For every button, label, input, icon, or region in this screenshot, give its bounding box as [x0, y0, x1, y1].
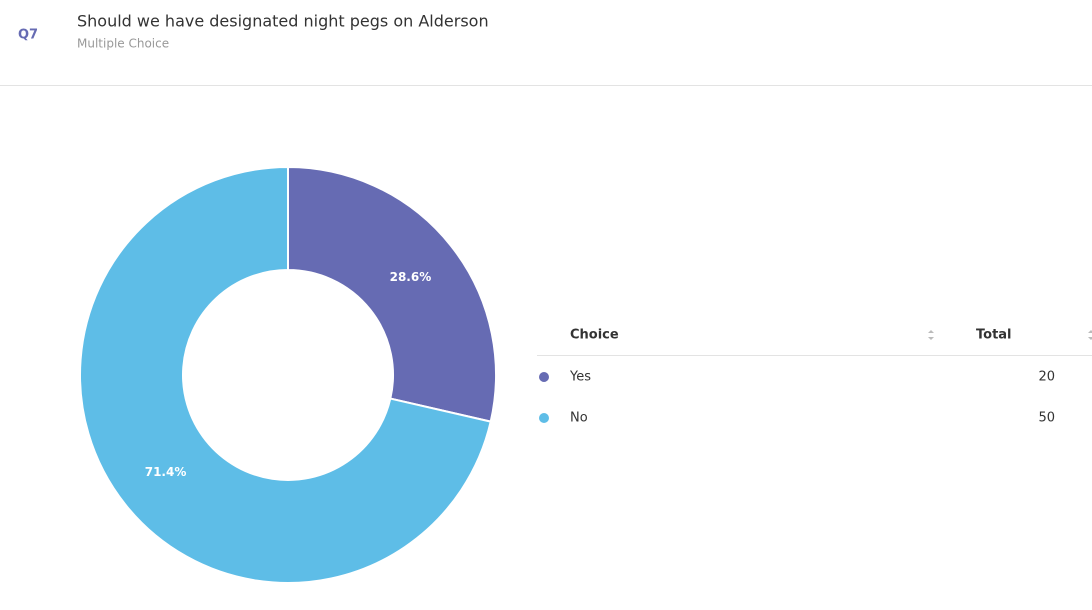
slice-label: 28.6%	[390, 270, 432, 284]
sort-icon[interactable]	[1088, 330, 1092, 340]
choice-label: Yes	[569, 370, 591, 385]
column-header[interactable]: Choice	[570, 328, 619, 343]
choice-label: No	[570, 411, 588, 426]
legend-dot	[539, 413, 549, 423]
donut-slice	[287, 165, 497, 423]
donut-chart: 28.6% 71.4%	[79, 165, 497, 584]
question-title: Should we have designated night pegs on …	[77, 12, 489, 31]
sort-icon[interactable]	[928, 330, 934, 340]
table-body: Yes 20 No 50	[539, 370, 1055, 426]
column-header[interactable]: Total	[976, 328, 1012, 343]
total-cell: 50	[1038, 411, 1055, 426]
total-cell: 20	[1038, 370, 1055, 385]
question-type: Multiple Choice	[77, 37, 169, 51]
legend-dot	[539, 372, 549, 382]
question-number: Q7	[18, 28, 38, 43]
donut-slice	[79, 165, 492, 584]
slice-label: 71.4%	[145, 465, 187, 479]
